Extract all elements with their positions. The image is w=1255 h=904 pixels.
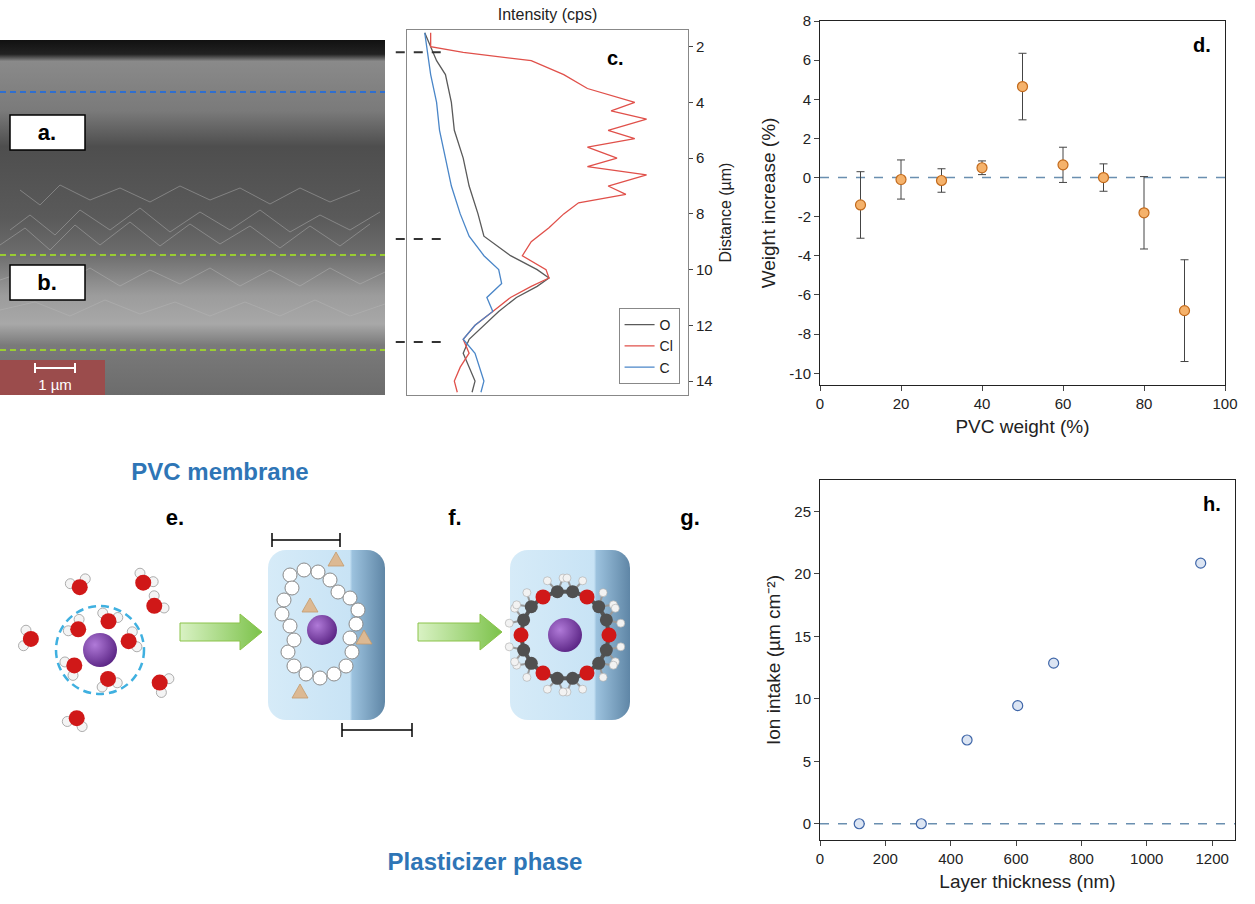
svg-text:2: 2 <box>803 130 811 147</box>
svg-text:0: 0 <box>816 850 824 867</box>
svg-text:2: 2 <box>696 38 704 55</box>
svg-text:800: 800 <box>1069 850 1094 867</box>
svg-text:Distance (µm): Distance (µm) <box>717 163 734 263</box>
svg-text:-2: -2 <box>798 208 811 225</box>
svg-text:10: 10 <box>696 261 713 278</box>
svg-text:80: 80 <box>1136 395 1153 412</box>
svg-text:1200: 1200 <box>1195 850 1228 867</box>
svg-text:a.: a. <box>38 120 56 145</box>
svg-text:-10: -10 <box>789 365 811 382</box>
svg-text:0: 0 <box>803 815 811 832</box>
svg-text:1 µm: 1 µm <box>38 376 72 393</box>
svg-text:20: 20 <box>893 395 910 412</box>
svg-text:-8: -8 <box>798 325 811 342</box>
svg-text:PVC membrane: PVC membrane <box>131 458 308 485</box>
svg-text:-6: -6 <box>798 286 811 303</box>
svg-text:100: 100 <box>1212 395 1237 412</box>
svg-text:10: 10 <box>794 690 811 707</box>
svg-text:Intensity (cps): Intensity (cps) <box>498 6 598 23</box>
svg-text:15: 15 <box>794 628 811 645</box>
svg-text:Cl: Cl <box>660 338 673 354</box>
svg-text:0: 0 <box>803 169 811 186</box>
svg-text:0: 0 <box>816 395 824 412</box>
svg-text:-4: -4 <box>798 247 811 264</box>
svg-text:8: 8 <box>696 205 704 222</box>
svg-text:25: 25 <box>794 503 811 520</box>
svg-text:14: 14 <box>696 372 713 389</box>
svg-text:600: 600 <box>1004 850 1029 867</box>
svg-text:Ion intake (µm cm⁻²): Ion intake (µm cm⁻²) <box>763 575 784 745</box>
svg-text:Plasticizer phase: Plasticizer phase <box>388 848 583 875</box>
svg-text:b.: b. <box>37 270 57 295</box>
svg-text:5: 5 <box>803 753 811 770</box>
svg-text:40: 40 <box>974 395 991 412</box>
svg-text:Weight increase (%): Weight increase (%) <box>758 118 779 289</box>
svg-text:20: 20 <box>794 565 811 582</box>
svg-text:e.: e. <box>166 505 184 530</box>
svg-text:PVC weight (%): PVC weight (%) <box>955 416 1089 437</box>
svg-text:1000: 1000 <box>1130 850 1163 867</box>
svg-text:c.: c. <box>607 47 624 69</box>
svg-text:4: 4 <box>803 91 811 108</box>
svg-text:6: 6 <box>696 149 704 166</box>
svg-text:6: 6 <box>803 51 811 68</box>
svg-text:O: O <box>660 317 671 333</box>
svg-text:Layer thickness (nm): Layer thickness (nm) <box>939 871 1115 892</box>
svg-text:h.: h. <box>1203 493 1221 515</box>
svg-text:8: 8 <box>803 12 811 29</box>
svg-text:60: 60 <box>1055 395 1072 412</box>
svg-text:g.: g. <box>680 505 700 530</box>
svg-text:d.: d. <box>1193 34 1211 56</box>
svg-text:f.: f. <box>448 505 461 530</box>
svg-text:200: 200 <box>873 850 898 867</box>
svg-text:C: C <box>660 360 670 376</box>
svg-text:4: 4 <box>696 94 704 111</box>
svg-text:12: 12 <box>696 317 713 334</box>
svg-text:400: 400 <box>938 850 963 867</box>
